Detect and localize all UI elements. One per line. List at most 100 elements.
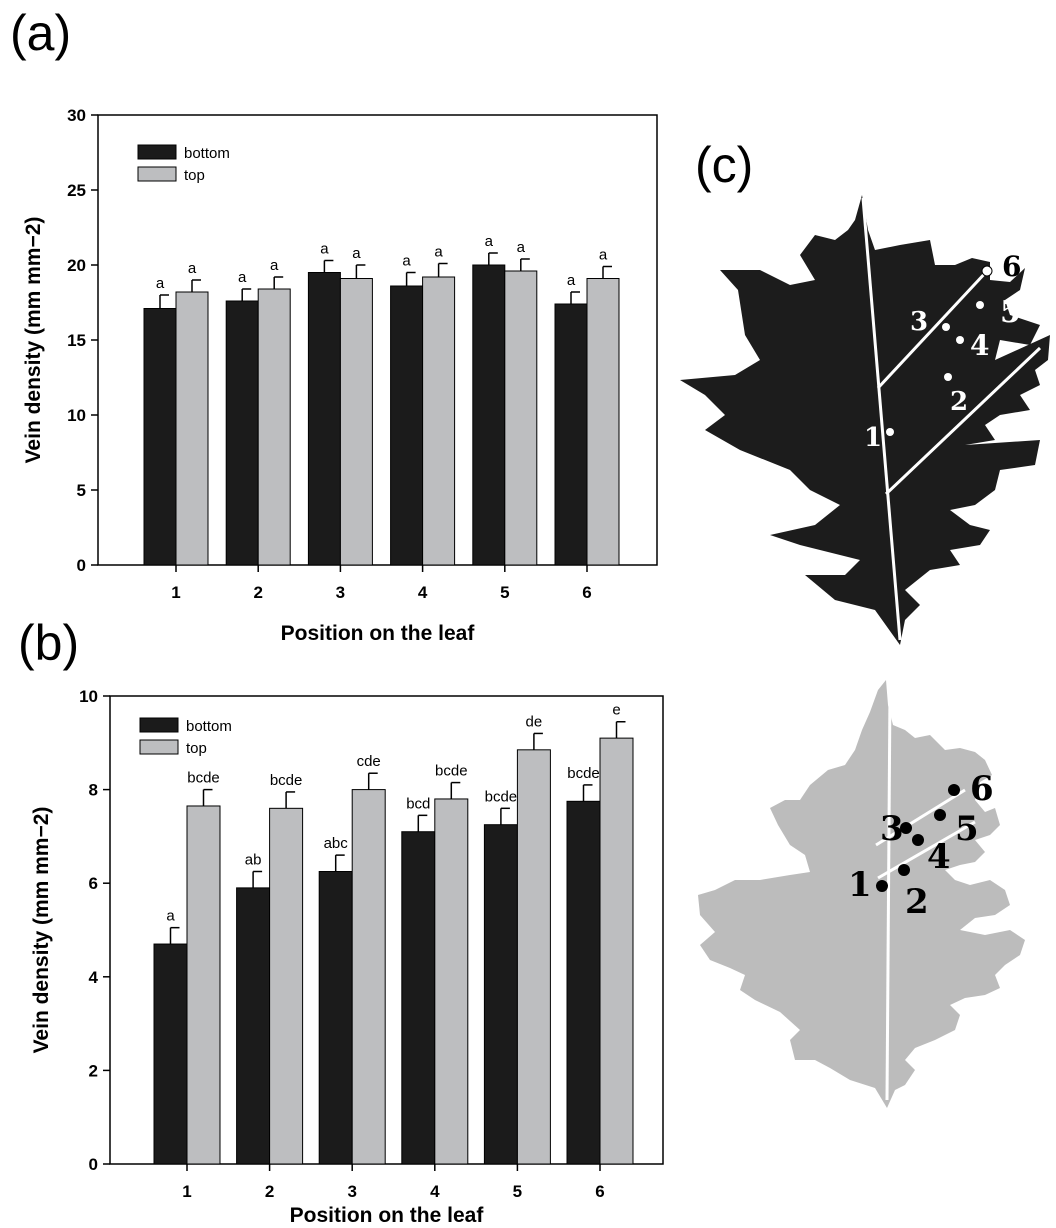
x-tick-label: 5 <box>513 1182 522 1201</box>
x-tick-label: 5 <box>500 583 509 602</box>
y-tick-label: 10 <box>79 687 98 706</box>
legend-label-top: top <box>184 167 205 184</box>
y-tick-label: 15 <box>67 331 86 350</box>
y-tick-label: 4 <box>89 968 99 987</box>
y-axis-label: Vein density (mm mm−2) <box>30 807 53 1054</box>
bar-top-5 <box>516 749 551 1165</box>
bar-top-6 <box>586 278 620 566</box>
y-tick-label: 20 <box>67 256 86 275</box>
bar-bottom-4 <box>401 831 436 1165</box>
sig-letter-top-4: a <box>434 244 443 261</box>
panel-label-a: (a) <box>10 5 72 61</box>
sig-letter-top-5: de <box>526 713 543 730</box>
x-tick-label: 6 <box>582 583 591 602</box>
bar-bottom-1 <box>143 308 177 566</box>
sig-letter-bottom-5: a <box>485 233 494 250</box>
bar-bottom-2 <box>236 887 271 1165</box>
bar-bottom-2 <box>225 300 259 566</box>
bar-bottom-6 <box>554 303 588 566</box>
sig-letter-top-3: cde <box>357 753 381 770</box>
bar-top-2 <box>257 288 291 566</box>
leaf-dark-point-5 <box>976 301 984 309</box>
panel-label-c: (c) <box>695 137 754 193</box>
sig-letter-bottom-6: bcde <box>567 765 600 782</box>
bar-bottom-6 <box>566 800 601 1165</box>
leaf-dark-point-3 <box>942 323 950 331</box>
sig-letter-top-1: bcde <box>187 770 220 787</box>
y-tick-label: 0 <box>89 1155 98 1174</box>
bar-top-4 <box>434 798 469 1165</box>
leaf-dark-midrib <box>861 197 902 641</box>
chart-a: 0 5 10 15 20 25 30 1 a a 2 a a 3 a a 4 a a 5 a a 6 a a Position o… <box>22 106 658 645</box>
sig-letter-top-6: e <box>612 702 620 719</box>
leaf-light-label-5: 5 <box>955 809 979 849</box>
leaf-light-point-5 <box>934 809 946 821</box>
x-tick-label: 1 <box>171 583 180 602</box>
leaf-light-point-1 <box>876 880 888 892</box>
sig-letter-bottom-1: a <box>156 275 165 292</box>
bar-top-6 <box>599 737 634 1165</box>
leaf-light-label-6: 6 <box>970 769 994 809</box>
y-tick-label: 8 <box>89 781 98 800</box>
leaf-dark-label-2: 2 <box>950 387 968 417</box>
sig-letter-bottom-5: bcde <box>485 788 518 805</box>
y-tick-label: 6 <box>89 874 98 893</box>
leaf-dark-label-6: 6 <box>1002 250 1021 283</box>
x-tick-label: 1 <box>182 1182 191 1201</box>
leaf-dark-vein-upper <box>876 268 990 390</box>
bar-top-5 <box>504 270 538 566</box>
leaf-light-point-4 <box>912 834 924 846</box>
leaf-light-point-3 <box>900 822 912 834</box>
y-tick-label: 25 <box>67 181 86 200</box>
bar-top-3 <box>351 789 386 1165</box>
sig-letter-bottom-4: bcd <box>406 795 430 812</box>
sig-letter-bottom-3: a <box>320 241 329 258</box>
bar-bottom-5 <box>472 264 506 566</box>
legend-label-bottom: bottom <box>186 718 232 735</box>
sig-letter-bottom-6: a <box>567 272 576 289</box>
y-tick-label: 0 <box>77 556 86 575</box>
legend-swatch-top <box>137 166 177 182</box>
y-tick-label: 5 <box>77 481 86 500</box>
leaf-dark-vein-lower <box>884 346 1042 496</box>
chart-b: 02468101abcde2abbcde3abccde4bcdbcde5bcde… <box>30 687 664 1227</box>
y-tick-label: 30 <box>67 106 86 125</box>
x-tick-label: 3 <box>336 583 345 602</box>
bar-bottom-3 <box>307 272 341 566</box>
leaf-light-label-1: 1 <box>848 865 872 905</box>
sig-letter-bottom-4: a <box>402 253 411 270</box>
bar-top-2 <box>269 807 304 1165</box>
leaf-light-label-3: 3 <box>880 809 904 849</box>
legend-label-top: top <box>186 740 207 757</box>
leaf-light-label-2: 2 <box>905 882 929 922</box>
sig-letter-top-3: a <box>352 245 361 262</box>
leaf-light-shape <box>698 680 1025 1108</box>
bar-bottom-1 <box>153 943 188 1165</box>
x-tick-label: 2 <box>253 583 262 602</box>
leaf-dark-shape <box>680 195 1050 645</box>
leaf-light-vein-upper <box>875 788 966 847</box>
leaf-dark-point-2 <box>944 373 952 381</box>
bar-top-1 <box>186 805 221 1165</box>
leaf-dark-label-3: 3 <box>910 307 928 337</box>
leaf-dark-label-5: 5 <box>1000 295 1021 330</box>
sig-letter-top-2: bcde <box>270 772 303 789</box>
sig-letter-top-1: a <box>188 260 197 277</box>
leaf-light-label-4: 4 <box>927 837 951 877</box>
x-tick-label: 4 <box>418 583 428 602</box>
y-tick-label: 2 <box>89 1061 98 1080</box>
legend-swatch-bottom <box>137 144 177 160</box>
leaf-light-illustration: 1 2 3 4 5 6 <box>698 680 1025 1108</box>
x-axis-label: Position on the leaf <box>290 1204 485 1227</box>
leaf-dark-point-4 <box>956 336 964 344</box>
leaf-dark-illustration: 1 2 3 4 5 6 <box>680 195 1050 645</box>
bar-bottom-4 <box>390 285 424 566</box>
bar-top-1 <box>175 291 209 566</box>
bar-top-3 <box>339 278 373 566</box>
sig-letter-bottom-2: ab <box>245 852 262 869</box>
sig-letter-top-5: a <box>517 239 526 256</box>
leaf-dark-point-1 <box>886 428 894 436</box>
panel-label-b: (b) <box>18 615 80 671</box>
sig-letter-bottom-2: a <box>238 269 247 286</box>
